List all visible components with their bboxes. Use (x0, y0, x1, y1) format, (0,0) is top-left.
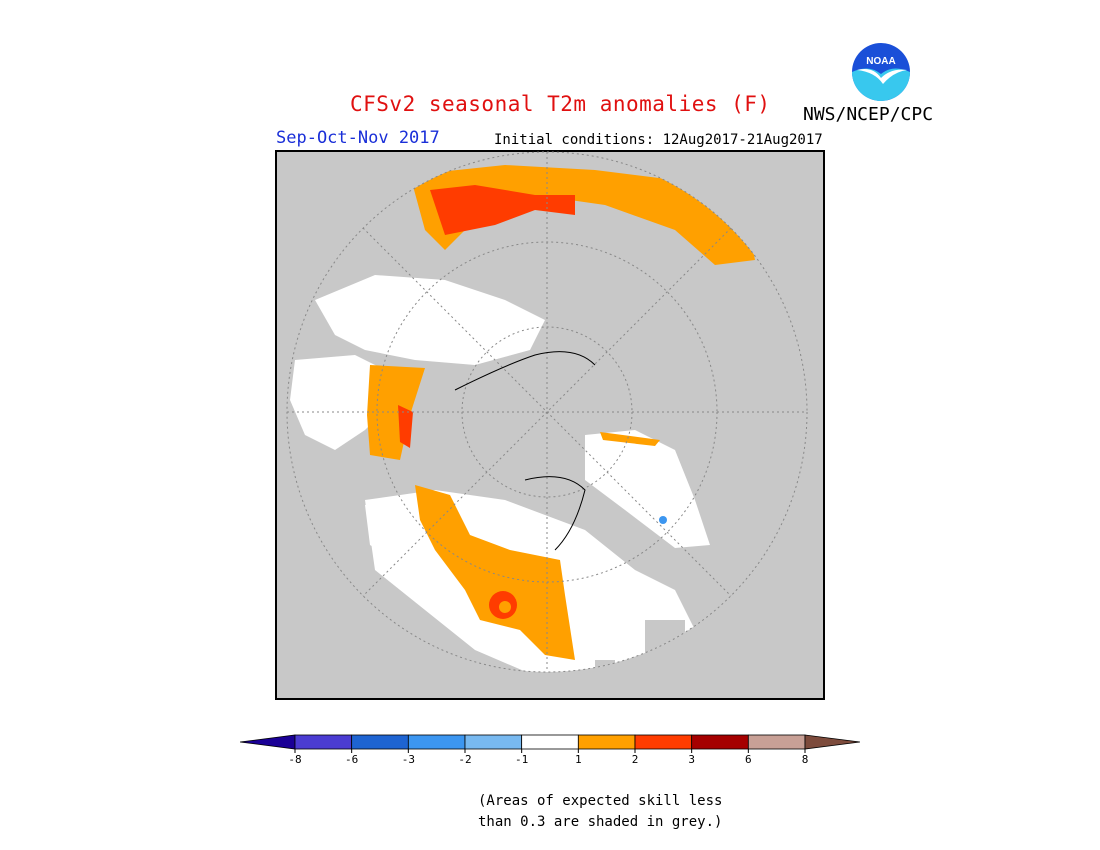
colorbar-box (691, 734, 749, 750)
colorbar-tick-label: 8 (802, 753, 809, 766)
colorbar: -8 -6 -3 -2 -1 1 2 3 6 8 (240, 734, 860, 766)
noaa-logo-text: NOAA (866, 56, 895, 67)
initial-conditions-label: Initial conditions: 12Aug2017-21Aug2017 (494, 132, 823, 148)
land-alaska (365, 495, 420, 560)
meridian-line (362, 227, 732, 597)
land-siberia (315, 275, 545, 365)
anomaly-siberia-core (430, 185, 575, 235)
colorbar-tick-label: -1 (515, 753, 528, 766)
anomaly-canada-center (499, 601, 511, 613)
colorbar-tick-label: 3 (688, 753, 695, 766)
colorbar-tick-label: 1 (575, 753, 582, 766)
season-label: Sep-Oct-Nov 2017 (276, 128, 440, 148)
colorbar-box (747, 734, 806, 750)
anomaly-canada (415, 485, 575, 660)
noaa-logo-gull (852, 68, 910, 101)
colorbar-tick-label: -3 (402, 753, 415, 766)
coastline (524, 476, 586, 551)
colorbar-box (294, 734, 353, 750)
colorbar-box (634, 734, 693, 750)
skill-note: (Areas of expected skill less than 0.3 a… (478, 791, 722, 833)
chart-title: CFSv2 seasonal T2m anomalies (F) (350, 92, 771, 116)
colorbar-tick-label: -6 (345, 753, 358, 766)
anomaly-greenland-cold (659, 516, 667, 524)
colorbar-box (577, 734, 636, 750)
colorbar-box (464, 734, 523, 750)
agency-label: NWS/NCEP/CPC (803, 104, 934, 125)
colorbar-box (240, 734, 296, 750)
anomaly-greenland-edge (600, 432, 660, 446)
land-greenland (585, 430, 710, 548)
anomaly-europe-core (398, 405, 413, 448)
polar-map (275, 150, 825, 700)
skill-note-line-1: (Areas of expected skill less (478, 793, 723, 809)
colorbar-box (521, 734, 579, 750)
colorbar-tick-label: -2 (458, 753, 471, 766)
colorbar-tick-label: -8 (288, 753, 301, 766)
colorbar-tick-label: 6 (745, 753, 752, 766)
noaa-logo: NOAA (850, 41, 912, 103)
noaa-logo-wing (857, 69, 907, 84)
coastline (454, 351, 596, 391)
anomaly-europe (367, 365, 425, 460)
skill-note-line-2: than 0.3 are shaded in grey.) (478, 814, 723, 830)
colorbar-box (407, 734, 466, 750)
colorbar-tick-label: 2 (632, 753, 639, 766)
colorbar-box (351, 734, 409, 750)
colorbar-box (804, 734, 860, 750)
